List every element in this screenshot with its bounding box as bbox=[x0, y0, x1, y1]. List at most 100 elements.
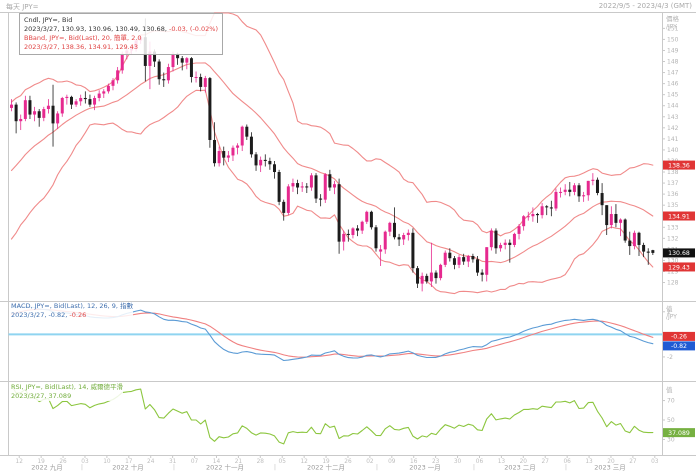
bband-lower-badge-label: 129.43 bbox=[668, 264, 690, 271]
month-label: 2023 二月 bbox=[504, 464, 536, 471]
candle-legend-title: Cndl, JPY=, Bid bbox=[24, 16, 73, 24]
date-range-label: 2022/9/5 - 2023/4/3 (GMT) bbox=[598, 2, 692, 10]
month-separator: | bbox=[173, 463, 175, 471]
day-tick-label: 13 bbox=[585, 459, 593, 465]
macd-signal-badge bbox=[663, 331, 695, 341]
bollinger-lower-line bbox=[10, 89, 654, 295]
price-tick-label: 147 bbox=[667, 70, 679, 77]
month-label: 2022 十月 bbox=[112, 463, 144, 471]
price-tick-label: 138 bbox=[667, 169, 679, 176]
month-separator: | bbox=[274, 463, 276, 471]
day-tick-label: 26 bbox=[344, 459, 352, 465]
day-tick-label: 16 bbox=[410, 459, 418, 465]
main-legend: Cndl, JPY=, Bid 2023/3/27, 130.93, 130.9… bbox=[19, 13, 223, 55]
bband-middle-badge bbox=[663, 211, 695, 221]
macd-tick-label: -2 bbox=[667, 354, 673, 361]
rsi-axis-title: 值 bbox=[666, 385, 673, 394]
price-tick-label: 140 bbox=[667, 147, 679, 154]
bband-middle-badge-label: 134.91 bbox=[668, 213, 690, 220]
price-tick-label: 143 bbox=[667, 114, 679, 121]
month-separator: | bbox=[376, 463, 378, 471]
day-tick-label: 20 bbox=[607, 459, 615, 465]
macd-signal-value: -0.26 bbox=[69, 311, 87, 319]
interval-symbol-label: 每天 JPY= bbox=[6, 3, 39, 11]
rsi-legend: RSI, JPY=, Bid(Last), 14, 威爾德平滑 2023/3/2… bbox=[11, 383, 123, 401]
bband-lower-badge bbox=[663, 262, 695, 272]
day-tick-label: 05 bbox=[279, 459, 287, 465]
price-tick-label: 130 bbox=[667, 257, 679, 264]
day-tick-label: 10 bbox=[103, 459, 111, 465]
day-tick-label: 13 bbox=[498, 459, 506, 465]
rsi-legend-title: RSI, JPY=, Bid(Last), 14, 威爾德平滑 bbox=[11, 383, 123, 391]
rsi-legend-values: 2023/3/27, 37.089 bbox=[11, 392, 72, 400]
day-tick-label: 03 bbox=[81, 459, 89, 465]
month-label: 2023 一月 bbox=[409, 464, 441, 471]
day-tick-label: 27 bbox=[542, 459, 550, 465]
day-tick-label: 19 bbox=[37, 459, 45, 465]
day-tick-label: 06 bbox=[476, 459, 484, 465]
macd-axis-title: 值 bbox=[666, 304, 673, 313]
price-tick-label: 133 bbox=[667, 224, 679, 231]
rsi-badge bbox=[663, 428, 695, 438]
day-tick-label: 12 bbox=[16, 459, 24, 465]
macd-axis-unit: /JPY bbox=[666, 314, 677, 321]
macd-signal-badge-label: -0.26 bbox=[671, 334, 687, 341]
price-tick-label: 151 bbox=[667, 25, 679, 32]
month-label: 2022 十一月 bbox=[206, 463, 244, 471]
day-tick-label: 07 bbox=[191, 459, 199, 465]
price-tick-label: 146 bbox=[667, 81, 679, 88]
day-tick-label: 31 bbox=[169, 459, 177, 465]
day-tick-label: 06 bbox=[563, 459, 571, 465]
day-tick-label: 03 bbox=[651, 459, 659, 465]
macd-line-badge-label: -0.82 bbox=[671, 343, 687, 350]
day-tick-label: 24 bbox=[147, 459, 155, 465]
month-separator: | bbox=[565, 463, 567, 471]
price-axis-unit: /JPY bbox=[666, 24, 677, 31]
price-tick-label: 142 bbox=[667, 125, 679, 132]
bband-legend-title: BBand, JPY=, Bid(Last), 20, 簡單, 2.0 bbox=[24, 34, 142, 42]
last-price-badge-label: 130.68 bbox=[668, 250, 690, 257]
day-tick-label: 09 bbox=[388, 459, 396, 465]
price-tick-label: 150 bbox=[667, 36, 679, 43]
last-price-badge bbox=[663, 248, 695, 258]
macd-line-badge bbox=[663, 341, 695, 351]
price-tick-label: 129 bbox=[667, 268, 679, 275]
macd-value: 2023/3/27, -0.82, bbox=[11, 311, 70, 319]
day-tick-label: 27 bbox=[629, 459, 637, 465]
bband-upper-badge bbox=[663, 160, 695, 170]
price-tick-label: 145 bbox=[667, 92, 679, 99]
day-tick-label: 02 bbox=[366, 459, 374, 465]
day-tick-label: 21 bbox=[235, 459, 243, 465]
price-tick-label: 148 bbox=[667, 59, 679, 66]
month-separator: | bbox=[473, 463, 475, 471]
day-tick-label: 12 bbox=[300, 459, 308, 465]
macd-tick-label: 2 bbox=[667, 309, 671, 316]
price-tick-label: 149 bbox=[667, 47, 679, 54]
day-tick-label: 14 bbox=[213, 459, 221, 465]
month-label: 2022 十二月 bbox=[307, 463, 345, 471]
day-tick-label: 19 bbox=[322, 459, 330, 465]
day-tick-label: 26 bbox=[59, 459, 67, 465]
candlestick-series bbox=[10, 18, 655, 292]
price-tick-label: 128 bbox=[667, 280, 679, 287]
rsi-tick-label: 30 bbox=[667, 436, 675, 443]
day-tick-label: 23 bbox=[432, 459, 440, 465]
macd-legend-title: MACD, JPY=, Bid(Last), 12, 26, 9, 指數 bbox=[11, 302, 134, 310]
ohlc-values: 2023/3/27, 130.93, 130.96, 130.49, 130.6… bbox=[24, 25, 167, 33]
price-tick-label: 144 bbox=[667, 103, 679, 110]
price-tick-label: 141 bbox=[667, 136, 679, 143]
month-label: 2022 九月 bbox=[31, 463, 63, 471]
rsi-tick-label: 50 bbox=[667, 417, 675, 424]
bband-upper-badge-label: 138.36 bbox=[668, 162, 690, 169]
macd-legend-values: 2023/3/27, -0.82, -0.26 bbox=[11, 311, 133, 320]
price-tick-label: 137 bbox=[667, 180, 679, 187]
macd-legend: MACD, JPY=, Bid(Last), 12, 26, 9, 指數 202… bbox=[11, 302, 134, 320]
net-change-value: -0.03, (-0.02%) bbox=[166, 25, 218, 33]
day-tick-label: 28 bbox=[257, 459, 265, 465]
bollinger-middle-line bbox=[10, 62, 654, 264]
price-tick-label: 136 bbox=[667, 191, 679, 198]
candle-legend-values: 2023/3/27, 130.93, 130.96, 130.49, 130.6… bbox=[24, 25, 218, 34]
rsi-tick-label: 70 bbox=[667, 398, 675, 405]
day-tick-label: 30 bbox=[454, 459, 462, 465]
